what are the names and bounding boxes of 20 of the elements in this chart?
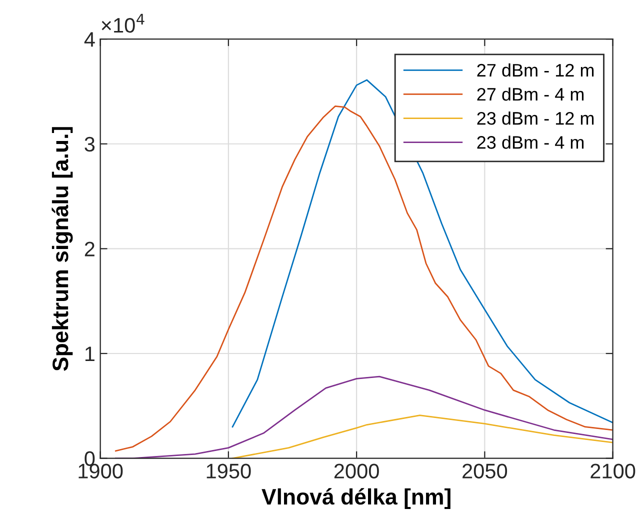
x-tick-label: 1900	[78, 464, 123, 478]
text: ×10$^{4}$	[102, 14, 144, 33]
x-tick-label: 2100	[590, 464, 636, 478]
y-tick-label: 1	[85, 346, 94, 362]
line-series	[115, 105, 613, 452]
x-tick-label: 2050	[462, 464, 508, 478]
legend-label: 23 dBm - 12 m	[477, 112, 594, 125]
y-tick-label: 3	[84, 136, 95, 152]
x-tick-label: 1950	[206, 464, 251, 478]
x-axis-title: Vlnová délka [nm]	[262, 488, 450, 510]
legend-label: 27 dBm - 12 m	[477, 63, 594, 77]
legend-label: 27 dBm - 4 m	[477, 87, 584, 101]
y-axis-title: Spektrum signálu [a.u.]	[52, 127, 73, 371]
line-series	[232, 79, 613, 428]
line-series	[232, 414, 613, 458]
y-tick-label: 0	[84, 451, 95, 466]
legend-label: 23 dBm - 4 m	[477, 136, 584, 149]
y-tick-label: 2	[84, 242, 94, 256]
y-tick-label: 4	[84, 32, 95, 47]
x-tick-label: 2000	[334, 464, 379, 478]
